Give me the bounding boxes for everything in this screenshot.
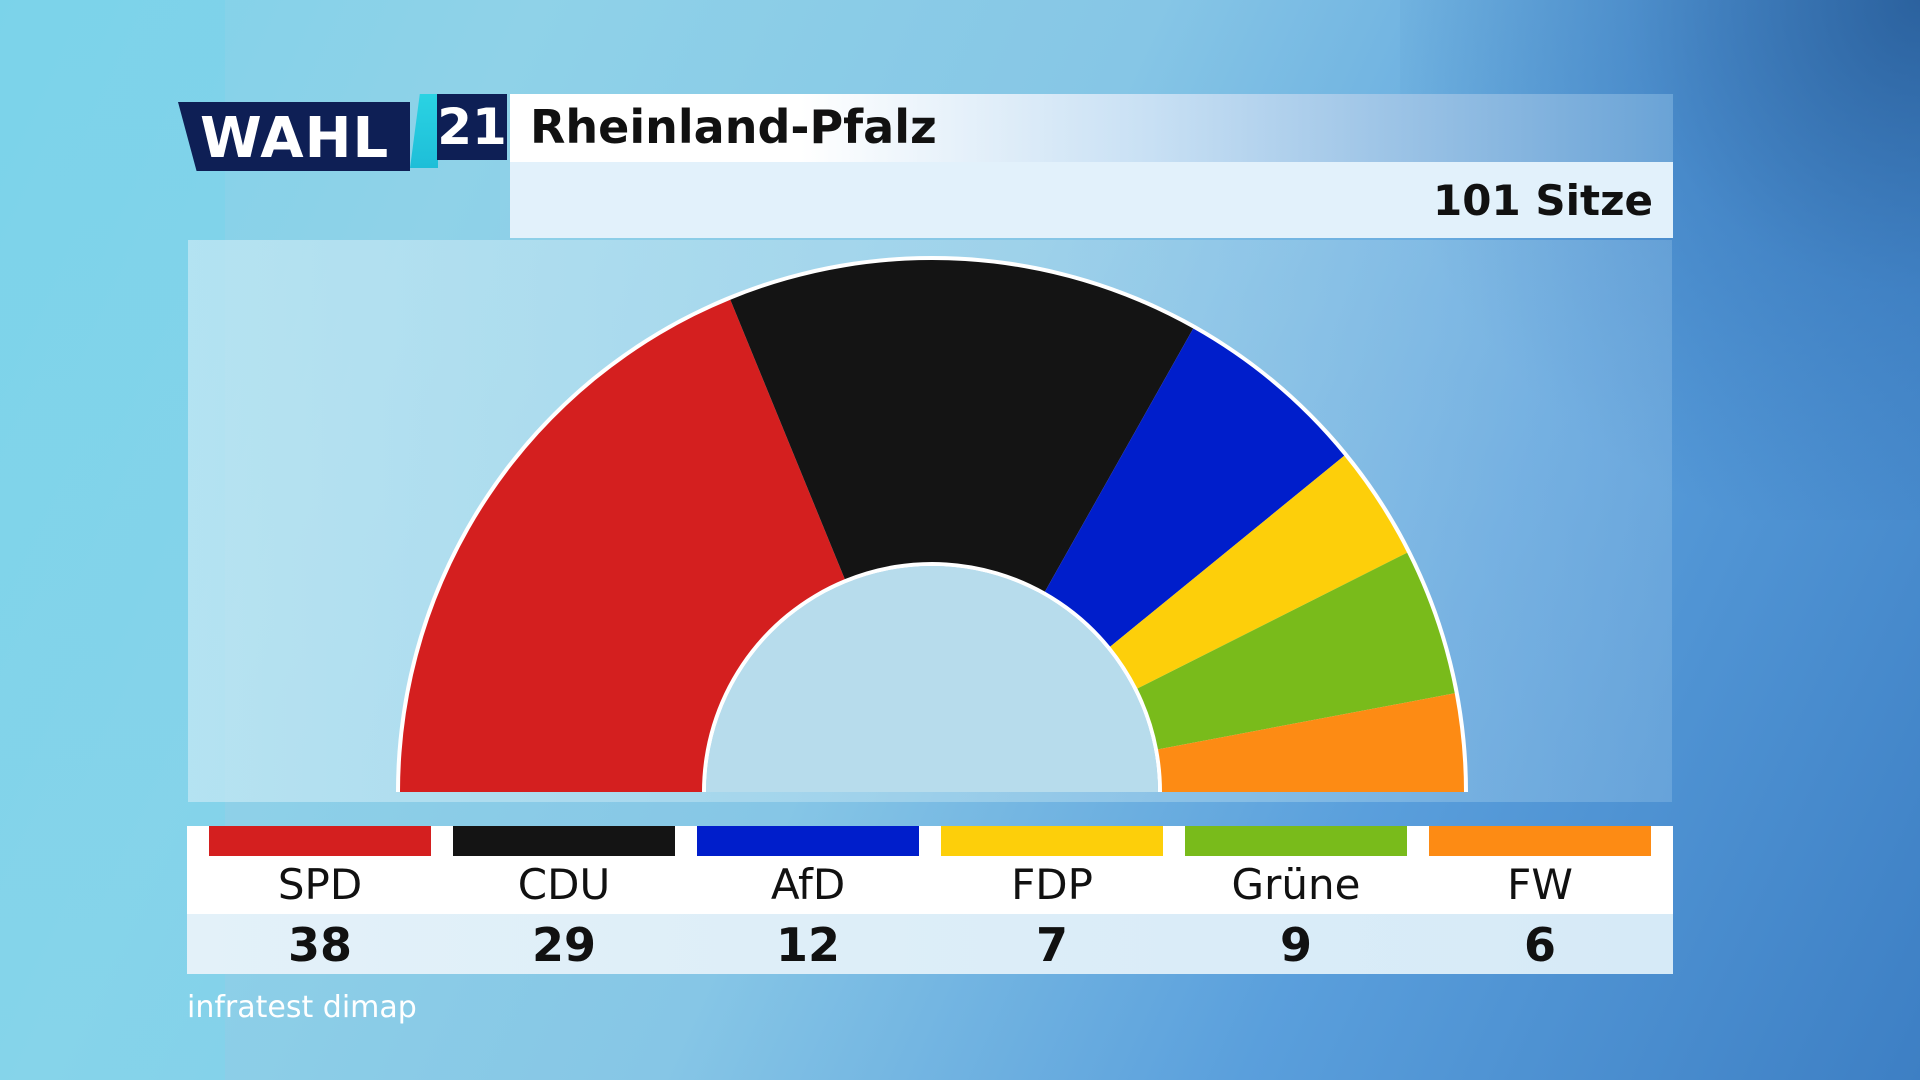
title-bar: Rheinland-Pfalz	[510, 94, 1673, 162]
legend-label-fw: FW	[1507, 860, 1573, 909]
legend-item-fdp: FDP 7	[941, 826, 1163, 974]
legend-swatch-fdp	[941, 826, 1163, 856]
wahl-logo-text: WAHL	[200, 106, 390, 171]
hemicycle-center	[706, 566, 1158, 792]
total-seats-label: 101 Sitze	[1433, 176, 1653, 225]
legend: SPD 38 CDU 29 AfD 12 FDP 7 Grüne 9 FW 6	[187, 826, 1673, 974]
legend-value-afd: 12	[775, 918, 840, 972]
legend-item-cdu: CDU 29	[453, 826, 675, 974]
legend-value-gr-ne: 9	[1279, 918, 1312, 972]
seat-segment-fdp	[1110, 455, 1408, 689]
legend-label-cdu: CDU	[517, 860, 611, 909]
seat-segment-gr-ne	[1137, 552, 1455, 750]
legend-values-row	[187, 914, 1673, 974]
seat-segment-fw	[1158, 693, 1464, 792]
seat-segment-cdu	[730, 260, 1194, 592]
legend-value-cdu: 29	[531, 918, 596, 972]
legend-value-fw: 6	[1523, 918, 1556, 972]
legend-item-fw: FW 6	[1429, 826, 1651, 974]
source-label: infratest dimap	[187, 990, 417, 1025]
seats-bar: 101 Sitze	[510, 162, 1673, 238]
seat-segment-spd	[400, 299, 845, 792]
page-title: Rheinland-Pfalz	[530, 100, 937, 154]
legend-swatch-afd	[697, 826, 919, 856]
legend-value-spd: 38	[287, 918, 352, 972]
legend-label-fdp: FDP	[1011, 860, 1093, 909]
legend-value-fdp: 7	[1035, 918, 1068, 972]
legend-item-spd: SPD 38	[209, 826, 431, 974]
wahl-logo: WAHL	[178, 102, 410, 171]
legend-swatch-cdu	[453, 826, 675, 856]
legend-swatch-fw	[1429, 826, 1651, 856]
legend-label-afd: AfD	[770, 860, 846, 909]
seat-segment-afd	[1044, 328, 1345, 647]
legend-label-spd: SPD	[277, 860, 363, 909]
legend-item-gr-ne: Grüne 9	[1185, 826, 1407, 974]
legend-swatch-spd	[209, 826, 431, 856]
wahl-logo-year: 21	[437, 94, 507, 160]
legend-item-afd: AfD 12	[697, 826, 919, 974]
legend-label-gr-ne: Grüne	[1231, 860, 1361, 909]
legend-swatch-gr-ne	[1185, 826, 1407, 856]
